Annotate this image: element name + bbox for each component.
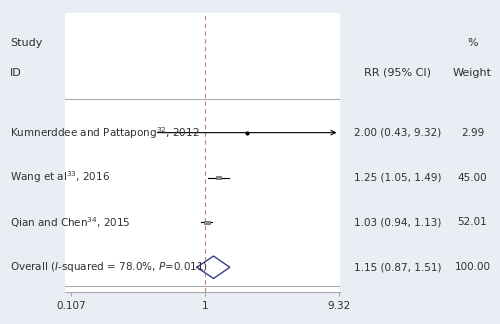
Text: 2.00 (0.43, 9.32): 2.00 (0.43, 9.32) [354,128,441,138]
FancyBboxPatch shape [204,221,210,224]
Text: Overall ($\mathit{I}$-squared = 78.0%, $\mathit{P}$=0.011): Overall ($\mathit{I}$-squared = 78.0%, $… [10,260,208,274]
Text: Wang et al$^{33}$, 2016: Wang et al$^{33}$, 2016 [10,170,110,185]
Text: 45.00: 45.00 [458,172,488,182]
FancyBboxPatch shape [216,176,221,179]
Text: RR (95% CI): RR (95% CI) [364,68,431,78]
Polygon shape [197,256,230,279]
Text: Study: Study [10,38,42,48]
Text: 100.00: 100.00 [454,262,490,272]
Text: Qian and Chen$^{34}$, 2015: Qian and Chen$^{34}$, 2015 [10,215,130,230]
Text: 1.03 (0.94, 1.13): 1.03 (0.94, 1.13) [354,217,441,227]
Text: 52.01: 52.01 [458,217,488,227]
Text: Weight: Weight [453,68,492,78]
Text: 1.25 (1.05, 1.49): 1.25 (1.05, 1.49) [354,172,442,182]
Text: ID: ID [10,68,22,78]
Text: 1.15 (0.87, 1.51): 1.15 (0.87, 1.51) [354,262,442,272]
Text: Kumnerddee and Pattapong$^{32}$, 2012: Kumnerddee and Pattapong$^{32}$, 2012 [10,125,200,141]
Text: %: % [467,38,478,48]
Text: 2.99: 2.99 [461,128,484,138]
